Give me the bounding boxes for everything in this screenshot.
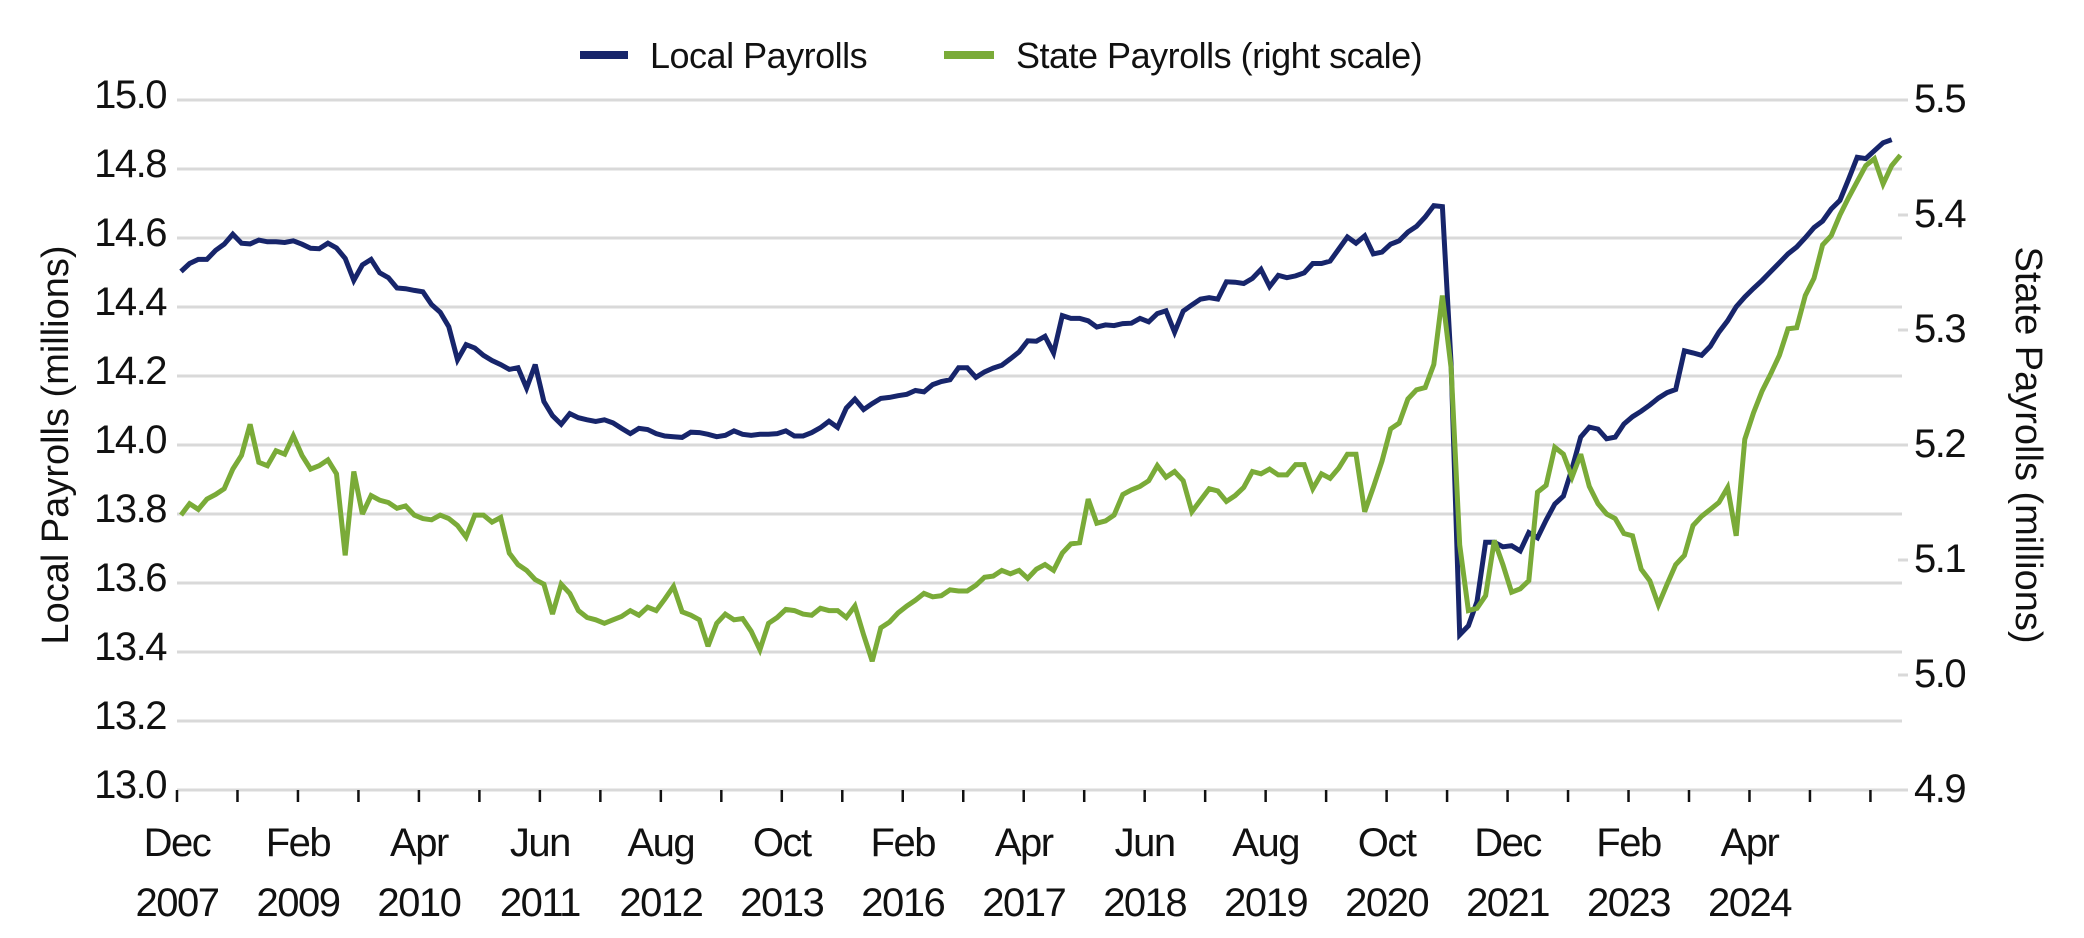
- x-tick-label-year: 2018: [1103, 881, 1186, 925]
- legend-label-local: Local Payrolls: [650, 35, 867, 76]
- x-tick-label-year: 2011: [500, 881, 580, 925]
- right-tick-label: 5.1: [1914, 537, 1965, 581]
- left-tick-label: 15.0: [94, 73, 166, 117]
- x-tick-label-month: Feb: [871, 821, 936, 865]
- left-tick-label: 13.0: [94, 763, 166, 807]
- x-tick-label-month: Aug: [628, 821, 695, 865]
- left-axis-title: Local Payrolls (millions): [35, 245, 77, 644]
- left-tick-label: 14.2: [94, 349, 166, 393]
- right-tick-label: 5.4: [1914, 192, 1966, 236]
- x-tick-label-year: 2009: [256, 881, 339, 925]
- left-tick-label: 14.0: [94, 418, 166, 462]
- x-tick-label-year: 2010: [377, 881, 460, 925]
- x-tick-label-month: Jun: [1115, 821, 1175, 865]
- x-tick-label-year: 2017: [982, 881, 1065, 925]
- left-tick-label: 13.4: [94, 625, 167, 669]
- x-tick-label-year: 2021: [1466, 881, 1549, 925]
- x-tick-label-month: Oct: [753, 821, 812, 865]
- x-tick-label-month: Apr: [1721, 821, 1780, 865]
- x-tick-label-month: Oct: [1358, 821, 1417, 865]
- right-axis-title: State Payrolls (millions): [2007, 247, 2049, 644]
- right-tick-label: 5.2: [1914, 422, 1965, 466]
- x-tick-label-year: 2012: [619, 881, 702, 925]
- legend: Local Payrolls State Payrolls (right sca…: [580, 35, 1423, 76]
- x-tick-label-month: Apr: [995, 821, 1054, 865]
- x-tick-label-month: Feb: [1596, 821, 1661, 865]
- gridlines: [177, 98, 1902, 792]
- x-tick-label-year: 2019: [1224, 881, 1307, 925]
- right-tick-label: 5.5: [1914, 77, 1965, 121]
- left-tick-label: 14.8: [94, 142, 166, 186]
- right-tick-label: 4.9: [1914, 767, 1965, 811]
- right-tick-label: 5.3: [1914, 307, 1965, 351]
- x-tick-label-month: Apr: [390, 821, 449, 865]
- x-axis: Dec 2007 Feb 2009 Apr 2010 Jun 2011 Aug 2012 Oct 20…: [136, 790, 1872, 925]
- x-tick-label-year: 2024: [1708, 881, 1792, 925]
- series-lines: [179, 137, 1903, 662]
- left-axis-ticks: 13.0 13.2 13.4 13.6 13.8 14.0 14.2 14.4 14.6 14.8…: [94, 73, 169, 807]
- x-tick-label-month: Dec: [1474, 821, 1541, 865]
- right-tick-label: 5.0: [1914, 652, 1965, 696]
- x-tick-label-year: 2020: [1345, 881, 1428, 925]
- x-tick-label-month: Feb: [266, 821, 331, 865]
- right-axis-ticks: 4.9 5.0 5.1 5.2 5.3 5.4 5.5: [1898, 77, 1968, 811]
- left-tick-label: 13.2: [94, 694, 166, 738]
- series-line-local-payrolls: [179, 137, 1893, 641]
- x-tick-label-year: 2016: [861, 881, 944, 925]
- legend-label-state: State Payrolls (right scale): [1016, 35, 1422, 76]
- series-line-state-payrolls: [179, 153, 1903, 662]
- x-tick-label-year: 2007: [136, 881, 219, 925]
- x-tick-label-month: Aug: [1232, 821, 1299, 865]
- x-tick-label-month: Dec: [144, 821, 211, 865]
- x-tick-label-year: 2013: [740, 881, 823, 925]
- left-tick-label: 13.8: [94, 487, 166, 531]
- x-tick-label-month: Jun: [510, 821, 570, 865]
- left-tick-label: 14.4: [94, 280, 167, 324]
- x-tick-label-year: 2023: [1587, 881, 1670, 925]
- left-tick-label: 13.6: [94, 556, 166, 600]
- left-tick-label: 14.6: [94, 211, 166, 255]
